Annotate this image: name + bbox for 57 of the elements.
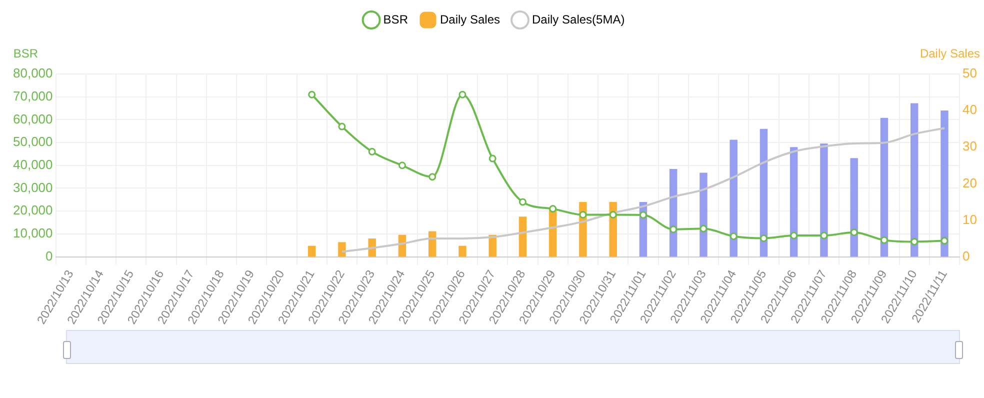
legend-label: BSR	[383, 12, 408, 26]
bar	[700, 172, 708, 257]
bar	[338, 242, 346, 257]
bar	[458, 246, 466, 257]
y-axis-title: BSR	[13, 46, 38, 60]
y2-tick-label: 10	[962, 212, 978, 227]
bar	[669, 169, 678, 257]
y2-tick-label: 50	[962, 66, 978, 81]
point	[518, 198, 526, 206]
point	[428, 173, 436, 181]
y2-tick-label: 0	[962, 248, 970, 264]
y2-tick-label: 40	[962, 102, 978, 118]
bar	[910, 103, 918, 257]
legend-label: Daily Sales	[440, 12, 500, 26]
y-tick-label: 40,000	[12, 156, 53, 172]
point	[670, 226, 678, 234]
y2-tick-label: 30	[962, 138, 978, 154]
line-series	[340, 127, 946, 253]
point	[308, 90, 316, 98]
point	[549, 205, 557, 213]
point	[579, 210, 587, 218]
point	[790, 232, 798, 240]
point	[730, 232, 738, 240]
bar	[940, 110, 948, 257]
point	[700, 224, 708, 232]
point	[398, 162, 406, 170]
point	[609, 210, 617, 218]
bar	[790, 147, 798, 257]
bar	[518, 216, 527, 257]
bar	[820, 143, 828, 257]
y-tick-label: 20,000	[12, 202, 53, 218]
y-tick-label: 70,000	[12, 88, 53, 104]
point	[338, 122, 346, 130]
point	[639, 211, 647, 219]
bar	[880, 118, 888, 257]
bar	[730, 140, 738, 257]
point	[458, 90, 466, 98]
bar	[760, 128, 768, 257]
point	[760, 234, 768, 242]
point	[880, 236, 888, 244]
y2-tick-label: 20	[962, 175, 978, 190]
point	[850, 228, 858, 236]
y-tick-label: 80,000	[12, 66, 53, 81]
point	[910, 238, 918, 246]
y-tick-label: 30,000	[12, 180, 53, 195]
y-tick-label: 50,000	[12, 134, 53, 150]
bar	[308, 246, 316, 257]
point	[820, 232, 828, 240]
point	[488, 154, 496, 162]
y-tick-label: 0	[46, 248, 53, 264]
y2-axis-title: Daily Sales	[920, 46, 980, 60]
point	[940, 237, 948, 245]
y-tick-label: 10,000	[12, 226, 53, 241]
point	[368, 148, 376, 156]
legend-label: Daily Sales(5MA)	[532, 12, 625, 26]
y-tick-label: 60,000	[12, 111, 53, 126]
bar	[850, 158, 858, 257]
